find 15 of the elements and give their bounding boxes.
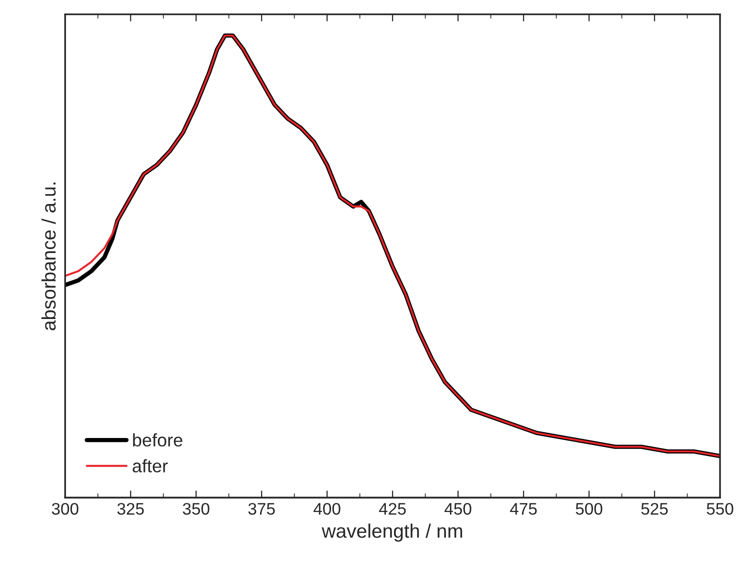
x-tick-label: 525	[641, 502, 668, 515]
x-tick-label: 475	[510, 503, 537, 515]
x-tick-label: 300	[52, 502, 78, 515]
x-tick-label: 500	[576, 502, 602, 515]
x-tick-label: 550	[706, 502, 734, 515]
x-tick-label: 400	[314, 502, 340, 515]
x-tick-label: 375	[248, 502, 275, 515]
legend-label: after	[132, 459, 168, 472]
x-tick-label: 450	[444, 502, 472, 515]
y-axis-title: absorbance / a.u.	[41, 182, 56, 330]
x-tick-label: 325	[117, 502, 144, 515]
x-tick-label: 425	[379, 502, 406, 515]
legend-label: before	[133, 433, 182, 447]
x-axis-title: wavelength / nm	[322, 524, 462, 542]
x-tick-label: 350	[182, 502, 210, 515]
